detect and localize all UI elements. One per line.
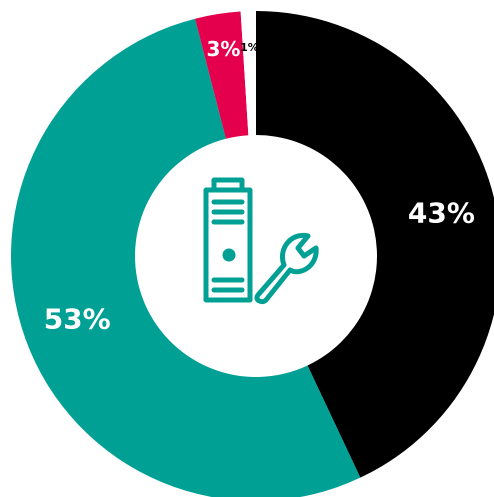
server-wrench-icon: [203, 177, 319, 305]
value-label: 1%: [240, 41, 259, 54]
slice: [11, 18, 361, 497]
slice: [195, 11, 249, 139]
value-label: 3%: [206, 37, 240, 61]
value-label: 53%: [44, 302, 111, 335]
slice: [256, 11, 494, 478]
labels: 43% 53% 3% 1%: [44, 37, 475, 335]
slice: [240, 11, 256, 136]
value-label: 43%: [408, 197, 475, 230]
slices: [11, 11, 494, 497]
